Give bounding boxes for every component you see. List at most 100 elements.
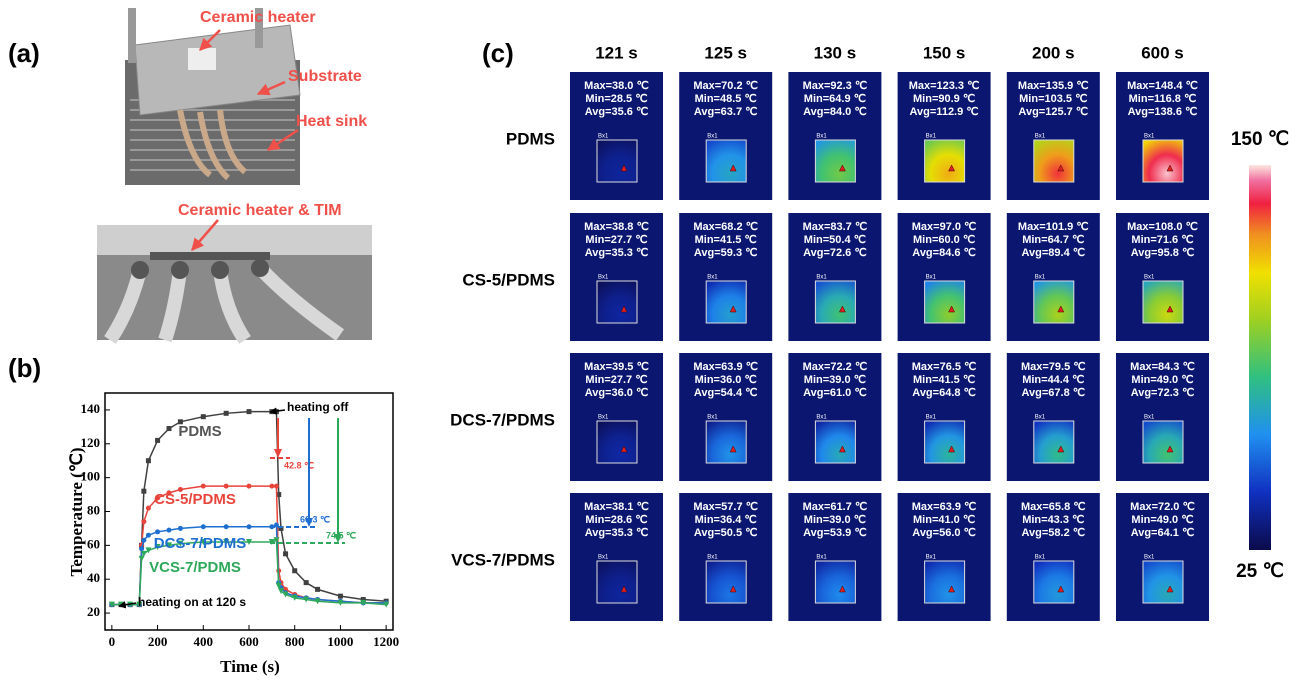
heated-area (815, 421, 855, 463)
marker (315, 587, 320, 592)
cell-stat: Min=90.9 ℃ (913, 93, 975, 105)
colorbar-label: 150 ℃ (1231, 129, 1289, 150)
series-label: PDMS (178, 423, 221, 440)
heated-area (706, 561, 746, 603)
marker (178, 526, 183, 531)
heated-area (1034, 140, 1074, 182)
cell-stat: Max=72.2 ℃ (803, 361, 868, 373)
box-label: Bx1 (1144, 275, 1155, 281)
box-label: Bx1 (598, 555, 609, 561)
photo-label: Ceramic heater (200, 9, 316, 26)
marker (283, 551, 288, 556)
panel-label: (a) (8, 38, 40, 68)
marker (224, 524, 229, 529)
cell-stat: Avg=72.6 ℃ (803, 247, 867, 259)
row-header: VCS-7/PDMS (451, 550, 555, 569)
series-label: DCS-7/PDMS (154, 535, 247, 552)
x-tick-label: 600 (239, 634, 259, 649)
y-tick-label: 60 (87, 536, 100, 551)
panel-label: (c) (482, 38, 514, 68)
photo-label: Substrate (288, 68, 362, 85)
marker (167, 528, 172, 533)
cell-stat: Avg=64.8 ℃ (912, 387, 976, 399)
x-tick-label: 400 (194, 634, 214, 649)
marker (247, 484, 252, 489)
cell-stat: Avg=50.5 ℃ (694, 527, 758, 539)
box-label: Bx1 (1144, 134, 1155, 140)
box-label: Bx1 (1035, 134, 1046, 140)
cell-stat: Min=36.0 ℃ (695, 374, 757, 386)
box-label: Bx1 (926, 555, 937, 561)
cell-stat: Max=61.7 ℃ (803, 501, 868, 513)
cell-stat: Avg=54.4 ℃ (694, 387, 758, 399)
cell-stat: Max=39.5 ℃ (584, 361, 649, 373)
cell-stat: Min=49.0 ℃ (1131, 514, 1193, 526)
box-label: Bx1 (926, 415, 937, 421)
panel-label: (b) (8, 353, 41, 383)
heated-area (1143, 561, 1183, 603)
cell-stat: Avg=61.0 ℃ (803, 387, 867, 399)
box-label: Bx1 (816, 555, 827, 561)
cell-stat: Avg=59.3 ℃ (694, 247, 758, 259)
cell-stat: Max=123.3 ℃ (909, 80, 980, 92)
cell-stat: Avg=36.0 ℃ (585, 387, 649, 399)
x-axis-title: Time (s) (220, 657, 280, 676)
cell-stat: Min=48.5 ℃ (695, 93, 757, 105)
x-tick-label: 800 (285, 634, 305, 649)
box-label: Bx1 (707, 415, 718, 421)
cell-stat: Min=28.6 ℃ (585, 514, 647, 526)
figure: (a) (b) (c) Ceramic heater Substrate Hea… (0, 0, 1304, 680)
column-header: 200 s (1032, 43, 1075, 62)
cell-stat: Min=50.4 ℃ (804, 234, 866, 246)
heated-area (815, 561, 855, 603)
marker (141, 489, 146, 494)
cell-stat: Avg=67.8 ℃ (1021, 387, 1085, 399)
cell-stat: Max=101.9 ℃ (1018, 221, 1089, 233)
y-tick-label: 140 (81, 401, 101, 416)
marker (304, 580, 309, 585)
cell-stat: Avg=56.0 ℃ (912, 527, 976, 539)
heated-area (597, 421, 637, 463)
cell-stat: Max=57.7 ℃ (693, 501, 758, 513)
row-header: PDMS (506, 129, 555, 148)
cell-stat: Avg=35.3 ℃ (585, 247, 649, 259)
heated-area (1034, 421, 1074, 463)
cell-stat: Min=41.0 ℃ (913, 514, 975, 526)
cell-stat: Min=27.7 ℃ (585, 374, 647, 386)
cell-stat: Max=97.0 ℃ (912, 221, 977, 233)
drop-label: 74.5 ℃ (326, 530, 356, 540)
marker (139, 546, 144, 551)
box-label: Bx1 (1035, 415, 1046, 421)
cell-stat: Avg=64.1 ℃ (1131, 527, 1195, 539)
marker (269, 484, 274, 489)
cell-stat: Max=68.2 ℃ (693, 221, 758, 233)
cell-stat: Max=148.4 ℃ (1127, 80, 1198, 92)
box-label: Bx1 (816, 415, 827, 421)
box-label: Bx1 (707, 134, 718, 140)
heated-area (597, 281, 637, 323)
cell-stat: Avg=58.2 ℃ (1021, 527, 1085, 539)
photo-heatsink (125, 8, 300, 185)
cell-stat: Min=41.5 ℃ (913, 374, 975, 386)
marker (155, 529, 160, 534)
box-label: Bx1 (707, 275, 718, 281)
arrow-head (274, 449, 282, 458)
cell-stat: Avg=138.6 ℃ (1128, 106, 1198, 118)
colorbar-label: 25 ℃ (1236, 561, 1284, 582)
marker (167, 426, 172, 431)
page: {"panels": ["(a)", "(b)", "(c)"], "photo… (0, 0, 1304, 680)
box-label: Bx1 (598, 275, 609, 281)
heated-area (1143, 421, 1183, 463)
cell-stat: Max=38.1 ℃ (584, 501, 649, 513)
marker (247, 524, 252, 529)
box-label: Bx1 (816, 134, 827, 140)
cell-stat: Avg=95.8 ℃ (1131, 247, 1195, 259)
cell-stat: Min=64.7 ℃ (1022, 234, 1084, 246)
heated-area (597, 140, 637, 182)
marker (201, 524, 206, 529)
heated-area (597, 561, 637, 603)
series-label: CS-5/PDMS (154, 491, 236, 508)
marker (292, 568, 297, 573)
heated-area (1034, 561, 1074, 603)
cell-stat: Max=70.2 ℃ (693, 80, 758, 92)
